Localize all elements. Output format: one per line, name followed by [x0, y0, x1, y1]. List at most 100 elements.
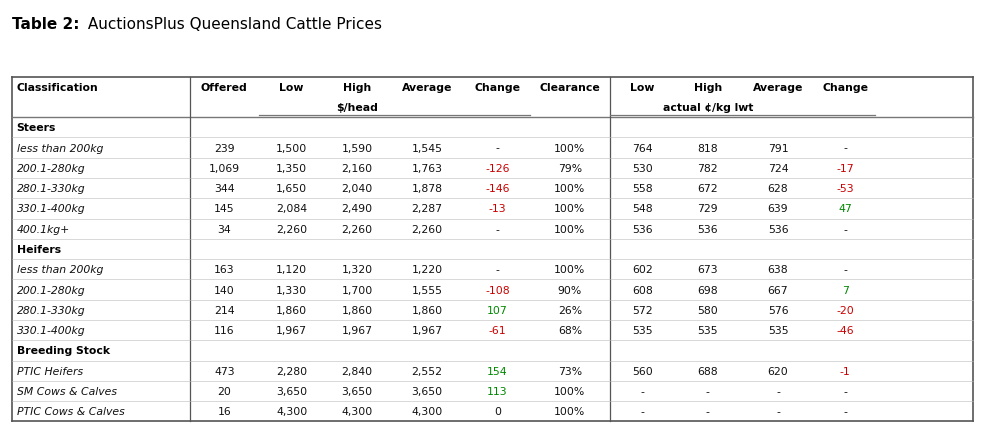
Text: 580: 580 — [697, 305, 718, 315]
Text: 100%: 100% — [555, 204, 585, 214]
Text: 7: 7 — [842, 285, 849, 295]
Text: 764: 764 — [632, 143, 653, 153]
Text: 100%: 100% — [555, 224, 585, 234]
Text: 0: 0 — [493, 406, 500, 416]
Text: 1,860: 1,860 — [412, 305, 442, 315]
Text: High: High — [343, 83, 371, 92]
Text: 100%: 100% — [555, 386, 585, 396]
Text: -: - — [843, 224, 847, 234]
Text: 3,650: 3,650 — [342, 386, 372, 396]
Text: -: - — [843, 406, 847, 416]
Text: -: - — [706, 386, 710, 396]
Text: 107: 107 — [487, 305, 507, 315]
Text: 1,860: 1,860 — [276, 305, 307, 315]
Text: 163: 163 — [214, 264, 234, 275]
Text: 791: 791 — [767, 143, 788, 153]
Text: 2,260: 2,260 — [412, 224, 442, 234]
Text: AuctionsPlus Queensland Cattle Prices: AuctionsPlus Queensland Cattle Prices — [83, 17, 382, 32]
Text: Classification: Classification — [17, 83, 99, 92]
Text: 818: 818 — [697, 143, 718, 153]
Text: 558: 558 — [632, 184, 653, 194]
Text: PTIC Cows & Calves: PTIC Cows & Calves — [17, 406, 124, 416]
Text: 79%: 79% — [558, 163, 582, 173]
Text: 3,650: 3,650 — [412, 386, 442, 396]
Text: 280.1-330kg: 280.1-330kg — [17, 305, 86, 315]
Text: -: - — [843, 264, 847, 275]
Text: less than 200kg: less than 200kg — [17, 264, 103, 275]
Text: Change: Change — [475, 83, 520, 92]
Text: -: - — [776, 406, 780, 416]
Text: 608: 608 — [632, 285, 653, 295]
Text: 100%: 100% — [555, 184, 585, 194]
Text: 576: 576 — [767, 305, 788, 315]
Text: 1,069: 1,069 — [209, 163, 239, 173]
Text: 1,500: 1,500 — [276, 143, 307, 153]
Text: 620: 620 — [767, 366, 788, 376]
Text: 1,220: 1,220 — [412, 264, 442, 275]
Text: 1,590: 1,590 — [342, 143, 372, 153]
Text: 140: 140 — [214, 285, 234, 295]
Text: 68%: 68% — [558, 326, 582, 335]
Text: 20: 20 — [218, 386, 231, 396]
Text: 1,120: 1,120 — [276, 264, 307, 275]
Text: actual ¢/kg lwt: actual ¢/kg lwt — [663, 103, 753, 113]
Text: -146: -146 — [485, 184, 509, 194]
Text: Average: Average — [753, 83, 803, 92]
Text: 100%: 100% — [555, 143, 585, 153]
Text: 572: 572 — [632, 305, 653, 315]
Text: 113: 113 — [487, 386, 507, 396]
Text: 2,260: 2,260 — [276, 224, 307, 234]
Text: -: - — [640, 386, 644, 396]
Text: 1,350: 1,350 — [276, 163, 307, 173]
Text: 2,160: 2,160 — [342, 163, 372, 173]
Text: 724: 724 — [767, 163, 788, 173]
Text: 145: 145 — [214, 204, 234, 214]
Text: 4,300: 4,300 — [412, 406, 442, 416]
Text: 1,320: 1,320 — [342, 264, 372, 275]
Text: 1,878: 1,878 — [412, 184, 442, 194]
Text: Change: Change — [822, 83, 869, 92]
Text: Breeding Stock: Breeding Stock — [17, 346, 109, 356]
Text: 73%: 73% — [558, 366, 582, 376]
Text: 214: 214 — [214, 305, 234, 315]
Text: 90%: 90% — [558, 285, 582, 295]
Text: -53: -53 — [836, 184, 854, 194]
Text: 1,763: 1,763 — [412, 163, 442, 173]
Text: 1,545: 1,545 — [412, 143, 442, 153]
Text: 530: 530 — [632, 163, 653, 173]
Text: 280.1-330kg: 280.1-330kg — [17, 184, 86, 194]
Text: 535: 535 — [767, 326, 788, 335]
Text: 473: 473 — [214, 366, 234, 376]
Text: -17: -17 — [836, 163, 854, 173]
Text: 116: 116 — [214, 326, 234, 335]
Text: less than 200kg: less than 200kg — [17, 143, 103, 153]
Text: Low: Low — [630, 83, 655, 92]
Text: PTIC Heifers: PTIC Heifers — [17, 366, 83, 376]
Text: 100%: 100% — [555, 264, 585, 275]
Text: 1,650: 1,650 — [276, 184, 307, 194]
Text: 4,300: 4,300 — [342, 406, 372, 416]
Text: -61: -61 — [489, 326, 506, 335]
Text: 3,650: 3,650 — [276, 386, 307, 396]
Text: 200.1-280kg: 200.1-280kg — [17, 163, 86, 173]
Text: 2,287: 2,287 — [412, 204, 442, 214]
Text: 1,967: 1,967 — [276, 326, 307, 335]
Text: High: High — [693, 83, 722, 92]
Text: 4,300: 4,300 — [276, 406, 307, 416]
Text: 672: 672 — [697, 184, 718, 194]
Text: 535: 535 — [632, 326, 653, 335]
Text: Low: Low — [280, 83, 303, 92]
Text: 2,552: 2,552 — [412, 366, 442, 376]
Text: 26%: 26% — [558, 305, 582, 315]
Text: -46: -46 — [836, 326, 854, 335]
Text: -: - — [640, 406, 644, 416]
Text: 1,860: 1,860 — [342, 305, 372, 315]
Text: SM Cows & Calves: SM Cows & Calves — [17, 386, 117, 396]
Text: 639: 639 — [767, 204, 788, 214]
Text: 1,700: 1,700 — [342, 285, 372, 295]
Text: 2,260: 2,260 — [342, 224, 372, 234]
Text: Clearance: Clearance — [540, 83, 600, 92]
Text: 536: 536 — [632, 224, 653, 234]
Text: 400.1kg+: 400.1kg+ — [17, 224, 70, 234]
Text: 330.1-400kg: 330.1-400kg — [17, 326, 86, 335]
